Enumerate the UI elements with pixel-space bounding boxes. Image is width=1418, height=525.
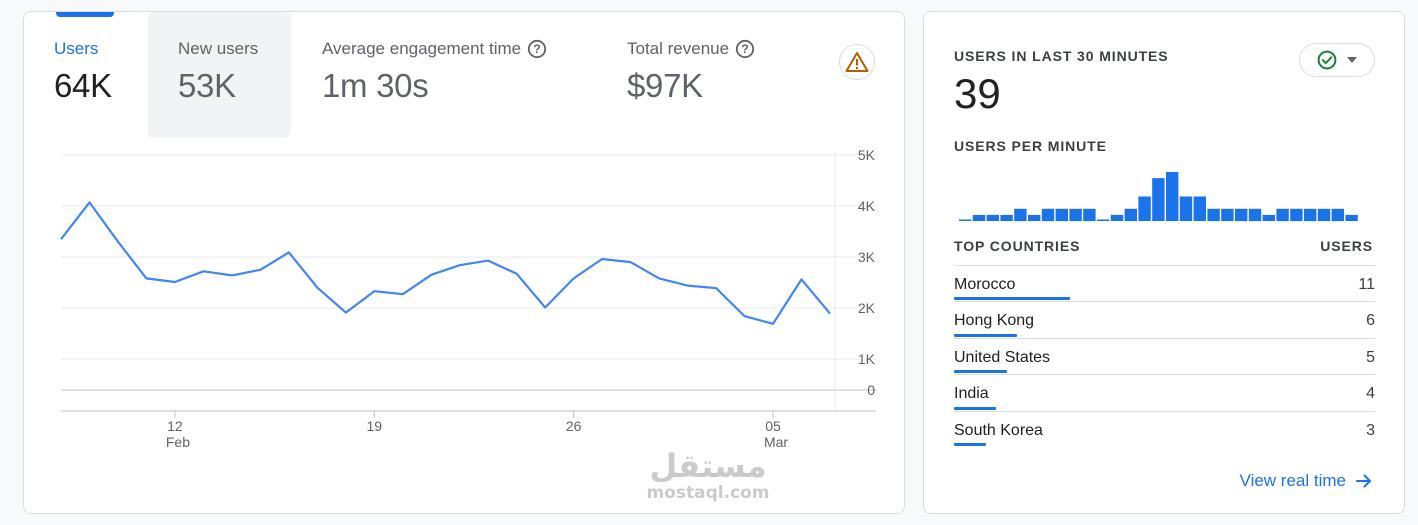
data-quality-warning-button[interactable] xyxy=(839,44,875,80)
per-minute-bar xyxy=(1179,196,1193,221)
country-users: 3 xyxy=(1366,421,1375,439)
y-tick-label: 0 xyxy=(867,382,875,398)
per-minute-bar xyxy=(1235,208,1248,222)
x-tick-month: Mar xyxy=(764,434,788,450)
y-tick-label: 4K xyxy=(858,198,876,214)
country-row[interactable]: Hong Kong 6 xyxy=(954,301,1375,337)
country-users: 4 xyxy=(1366,385,1375,403)
country-users: 6 xyxy=(1366,312,1375,330)
per-minute-bar xyxy=(1055,208,1068,222)
top-countries-table: Morocco 11 Hong Kong 6 United States 5 India 4 S… xyxy=(954,265,1375,447)
per-minute-bar xyxy=(1028,214,1041,221)
per-minute-bar xyxy=(1041,208,1055,222)
per-minute-bar xyxy=(1166,172,1179,221)
per-minute-heading: USERS PER MINUTE xyxy=(954,138,1107,154)
y-tick-label: 1K xyxy=(858,351,876,367)
users-overview-card: Users 64K New users 53K Average engageme… xyxy=(23,11,905,514)
per-minute-bar xyxy=(1331,208,1344,222)
per-minute-bar xyxy=(959,219,972,221)
realtime-heading: USERS IN LAST 30 MINUTES xyxy=(954,48,1169,64)
users-per-minute-bar-chart xyxy=(959,172,1358,222)
country-users: 5 xyxy=(1366,348,1375,366)
per-minute-bar xyxy=(1138,196,1151,221)
per-minute-bar xyxy=(1248,208,1262,222)
per-minute-bar xyxy=(1069,208,1082,222)
tab-engagement-time[interactable]: Average engagement time ? 1m 30s xyxy=(292,12,567,138)
per-minute-bar xyxy=(1014,208,1027,222)
per-minute-bar xyxy=(1110,214,1124,221)
country-share-bar xyxy=(954,297,1070,301)
realtime-card: USERS IN LAST 30 MINUTES 39 USERS PER MI… xyxy=(923,11,1405,514)
per-minute-bar xyxy=(972,214,986,221)
per-minute-bar xyxy=(1290,208,1303,222)
per-minute-bar xyxy=(1193,196,1206,221)
per-minute-bar xyxy=(1345,214,1358,221)
tab-new-users-value: 53K xyxy=(178,67,236,104)
per-minute-bar xyxy=(1000,214,1013,221)
y-tick-label: 2K xyxy=(858,300,876,316)
country-name: South Korea xyxy=(954,421,1043,439)
country-share-bar xyxy=(954,333,1018,337)
per-minute-bar xyxy=(1276,208,1289,222)
per-minute-bar xyxy=(1083,208,1096,222)
per-minute-bar xyxy=(986,214,999,221)
y-tick-label: 5K xyxy=(858,147,876,163)
country-name: Hong Kong xyxy=(954,312,1035,330)
tab-engagement-value: 1m 30s xyxy=(322,67,429,104)
country-row[interactable]: Morocco 11 xyxy=(954,265,1375,301)
arrow-right-icon xyxy=(1356,474,1371,488)
view-real-time-label: View real time xyxy=(1239,471,1346,490)
users-column-heading: USERS xyxy=(1320,238,1373,254)
country-row[interactable]: India 4 xyxy=(954,374,1375,410)
country-row[interactable]: United States 5 xyxy=(954,337,1375,374)
tab-revenue-value: $97K xyxy=(627,67,703,104)
country-share-bar xyxy=(954,406,997,410)
help-icon[interactable]: ? xyxy=(735,39,755,59)
x-tick-day: 12 xyxy=(167,418,183,434)
tab-new-users-label: New users xyxy=(178,39,259,58)
country-users: 11 xyxy=(1358,276,1375,293)
check-circle-icon xyxy=(1317,50,1337,70)
x-tick-day: 19 xyxy=(367,418,383,434)
y-tick-label: 3K xyxy=(858,249,876,265)
tab-total-revenue[interactable]: Total revenue ? $97K xyxy=(597,12,817,138)
per-minute-bar xyxy=(1097,219,1110,221)
tab-revenue-label: Total revenue xyxy=(627,39,730,58)
per-minute-bar xyxy=(1304,208,1317,222)
per-minute-bar xyxy=(1207,208,1220,222)
svg-text:?: ? xyxy=(741,42,748,56)
active-tab-indicator xyxy=(56,12,114,17)
x-tick-month: Feb xyxy=(166,434,190,450)
top-countries-heading: TOP COUNTRIES xyxy=(954,238,1081,254)
per-minute-bar xyxy=(1152,178,1165,221)
realtime-users-value: 39 xyxy=(954,70,1001,117)
per-minute-bar xyxy=(1317,208,1331,222)
users-series-line xyxy=(60,201,831,325)
country-row[interactable]: South Korea 3 xyxy=(954,410,1375,447)
country-name: India xyxy=(954,385,989,403)
tab-users-value: 64K xyxy=(54,67,112,104)
country-name: Morocco xyxy=(954,276,1016,293)
status-dropdown[interactable] xyxy=(1299,43,1375,77)
per-minute-bar xyxy=(1124,208,1137,222)
tab-new-users[interactable]: New users 53K xyxy=(148,12,291,138)
country-name: United States xyxy=(954,348,1051,366)
caret-down-icon xyxy=(1347,57,1357,63)
warning-icon xyxy=(845,52,869,72)
view-real-time-link[interactable]: View real time xyxy=(1240,471,1372,491)
x-tick-day: 05 xyxy=(765,418,781,434)
x-tick-day: 26 xyxy=(566,418,582,434)
tab-users[interactable]: Users 64K xyxy=(24,12,148,138)
per-minute-bar xyxy=(1262,214,1275,221)
tab-users-label: Users xyxy=(54,39,99,58)
per-minute-bar xyxy=(1221,208,1234,222)
svg-text:?: ? xyxy=(533,42,540,56)
country-share-bar xyxy=(954,370,1007,374)
tab-engagement-label: Average engagement time xyxy=(322,39,522,58)
help-icon[interactable]: ? xyxy=(527,39,547,59)
country-share-bar xyxy=(954,442,986,446)
